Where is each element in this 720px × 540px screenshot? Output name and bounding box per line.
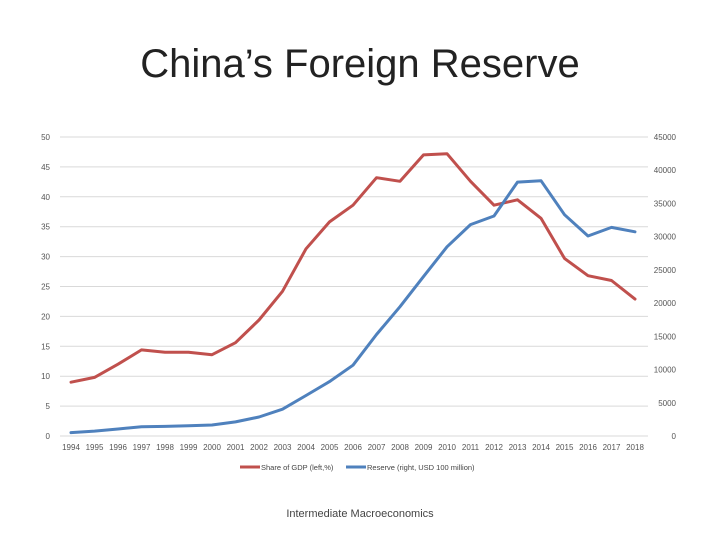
x-tick-label: 1997 [133, 443, 151, 452]
x-tick-label: 2004 [297, 443, 315, 452]
gridlines [60, 136, 648, 437]
x-tick-label: 2000 [203, 443, 221, 452]
x-tick-label: 2010 [438, 443, 456, 452]
x-tick-label: 2006 [344, 443, 362, 452]
x-tick-label: 2002 [250, 443, 268, 452]
left-tick-label: 10 [41, 372, 50, 381]
x-tick-label: 2017 [603, 443, 621, 452]
x-tick-label: 2016 [579, 443, 597, 452]
x-tick-label: 2015 [556, 443, 574, 452]
series-lines [69, 152, 637, 435]
left-tick-label: 20 [41, 312, 50, 321]
x-tick-label: 2001 [227, 443, 245, 452]
slide-footer: Intermediate Macroeconomics [286, 508, 434, 520]
legend-entry: Share of GDP (left,%) [261, 463, 334, 472]
right-tick-label: 10000 [654, 366, 677, 375]
left-tick-label: 40 [41, 193, 50, 202]
right-tick-label: 15000 [654, 332, 677, 341]
legend-entry: Reserve (right, USD 100 million) [367, 463, 475, 472]
left-tick-label: 15 [41, 342, 50, 351]
right-tick-label: 20000 [654, 299, 677, 308]
right-axis-ticks: 0 5000 10000 15000 20000 25000 30000 35000 40000… [654, 133, 677, 441]
series-line-reserve [69, 179, 637, 435]
x-tick-label: 2018 [626, 443, 644, 452]
right-tick-label: 35000 [654, 199, 677, 208]
x-tick-label: 2005 [321, 443, 339, 452]
x-axis-ticks: 1994 1995 1996 1997 1998 1999 2000 2001 2002 2003… [62, 443, 644, 452]
right-tick-label: 30000 [654, 233, 677, 242]
left-tick-label: 30 [41, 253, 50, 262]
x-tick-label: 2008 [391, 443, 409, 452]
x-tick-label: 1995 [86, 443, 104, 452]
right-tick-label: 40000 [654, 166, 677, 175]
right-tick-label: 45000 [654, 133, 677, 142]
right-tick-label: 0 [672, 432, 677, 441]
slide-title: China’s Foreign Reserve [140, 42, 580, 86]
x-tick-label: 2007 [368, 443, 386, 452]
left-tick-label: 45 [41, 163, 50, 172]
x-tick-label: 2003 [274, 443, 292, 452]
left-axis-ticks: 0 5 10 15 20 25 30 35 40 45 50 [41, 133, 50, 441]
x-tick-label: 1999 [180, 443, 198, 452]
x-tick-label: 2009 [415, 443, 433, 452]
x-tick-label: 2014 [532, 443, 550, 452]
legend: Share of GDP (left,%) Reserve (right, USD… [240, 463, 475, 472]
x-tick-label: 1996 [109, 443, 127, 452]
right-tick-label: 5000 [658, 399, 676, 408]
x-tick-label: 2012 [485, 443, 503, 452]
x-tick-label: 2013 [509, 443, 527, 452]
left-tick-label: 0 [46, 432, 51, 441]
left-tick-label: 50 [41, 133, 50, 142]
series-line-share-of-gdp [69, 152, 637, 384]
x-tick-label: 1994 [62, 443, 80, 452]
left-tick-label: 25 [41, 283, 50, 292]
right-tick-label: 25000 [654, 266, 677, 275]
left-tick-label: 35 [41, 223, 50, 232]
left-tick-label: 5 [46, 402, 51, 411]
x-tick-label: 1998 [156, 443, 174, 452]
x-tick-label: 2011 [462, 443, 480, 452]
